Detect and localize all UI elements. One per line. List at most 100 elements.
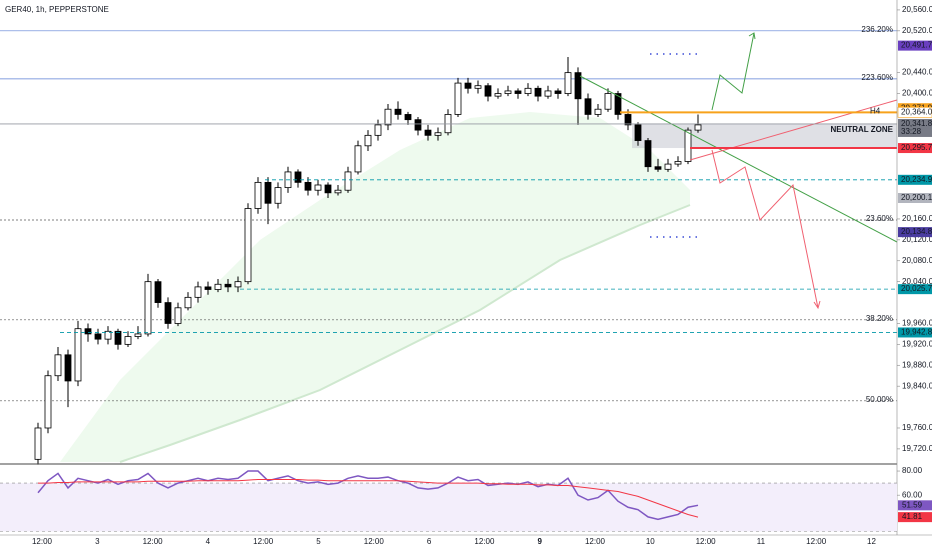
- x-tick-label: 12:00: [143, 537, 164, 546]
- candle-body: [434, 132, 442, 136]
- zone-label: NEUTRAL ZONE: [830, 125, 893, 134]
- candle-body: [664, 163, 672, 170]
- candle-body: [624, 114, 632, 126]
- candle-body: [374, 124, 382, 136]
- price-badge: [898, 284, 932, 295]
- candle-body: [474, 85, 482, 89]
- fib-label: 23.60%: [866, 214, 893, 223]
- price-badge-label: 20,491.7: [901, 41, 932, 50]
- price-badge: [898, 118, 932, 137]
- rsi-badge: [898, 500, 932, 511]
- candle-body: [314, 184, 322, 191]
- price-badge-label: 20,134.8: [901, 227, 932, 236]
- candle-body: [514, 90, 522, 94]
- price-badge: [898, 174, 932, 185]
- rsi-badge-label: 41.81: [902, 512, 923, 521]
- fib-label: 50.00%: [866, 395, 893, 404]
- y-tick-label: 19,920.0: [902, 339, 932, 348]
- candle-body: [204, 286, 212, 290]
- y-tick-label: 19,840.0: [902, 381, 932, 390]
- drawings: [60, 112, 691, 463]
- overlay: NEUTRAL ZONE H4: [0, 32, 898, 333]
- y-tick-label: 19,880.0: [902, 360, 932, 369]
- candle-body: [584, 98, 592, 115]
- candle-body: [154, 281, 162, 303]
- candle-body: [574, 72, 582, 100]
- candle-body: [214, 283, 222, 290]
- arrow-head: [813, 300, 821, 310]
- candle-body: [464, 82, 472, 89]
- rsi-tick-label: 60.00: [902, 490, 923, 499]
- price-badge: [898, 40, 932, 51]
- y-tick-label: 20,440.0: [902, 68, 932, 77]
- candle-body: [524, 87, 532, 94]
- candle-body: [34, 427, 42, 460]
- candle-body: [594, 108, 602, 115]
- y-tick-label: 19,760.0: [902, 423, 932, 432]
- candle-body: [54, 354, 62, 377]
- candle-body: [604, 93, 612, 110]
- candle-body: [294, 171, 302, 183]
- price-badge-label: 20,341.8: [901, 119, 932, 128]
- x-tick-label: 11: [757, 537, 766, 546]
- rsi-badge: [898, 512, 932, 523]
- candle-body: [364, 134, 372, 147]
- price-badge: [898, 193, 932, 204]
- candle-body: [244, 208, 252, 283]
- candle-body: [414, 119, 422, 131]
- candle-body: [654, 166, 662, 170]
- candle-body: [124, 336, 132, 345]
- x-tick-label: 9: [537, 537, 542, 546]
- projection-up: [711, 32, 755, 111]
- candle-body: [394, 108, 402, 115]
- x-tick-label: 12: [867, 537, 876, 546]
- candle-body: [234, 281, 242, 288]
- candle-body: [384, 108, 392, 126]
- price-badge: [898, 327, 932, 338]
- price-badge-label: 20,295.7: [901, 143, 932, 152]
- candle-body: [304, 181, 312, 191]
- candle-body: [424, 129, 432, 136]
- x-tick-label: 10: [646, 537, 655, 546]
- candle-body: [694, 124, 702, 131]
- price-badge-label: 20,364.0: [901, 107, 932, 116]
- price-badge: [898, 143, 932, 154]
- y-tick-label: 19,720.0: [902, 444, 932, 453]
- candle-body: [564, 72, 572, 94]
- x-tick-label: 12:00: [585, 537, 606, 546]
- x-tick-label: 5: [316, 537, 321, 546]
- trendline: [579, 75, 898, 243]
- y-tick-label: 20,080.0: [902, 256, 932, 265]
- chart-title: GER40, 1h, PEPPERSTONE: [5, 5, 109, 14]
- y-tick-label: 20,120.0: [902, 235, 932, 244]
- x-tick-label: 12:00: [806, 537, 827, 546]
- candle-body: [644, 140, 652, 168]
- price-badge-label: 19,942.8: [901, 328, 932, 337]
- y-tick-label: 20,400.0: [902, 89, 932, 98]
- candle-body: [344, 171, 352, 191]
- candle-body: [224, 283, 232, 288]
- x-tick-label: 12:00: [364, 537, 385, 546]
- fib-label: 223.60%: [861, 73, 893, 82]
- candle-body: [104, 330, 112, 340]
- candle-body: [134, 333, 142, 337]
- candle-body: [614, 93, 622, 115]
- candle-body: [554, 90, 562, 94]
- rsi-badge-label: 51.59: [902, 500, 923, 509]
- x-tick-label: 3: [95, 537, 100, 546]
- candle-body: [44, 375, 52, 429]
- candle-body: [74, 328, 82, 382]
- candle-body: [184, 296, 192, 309]
- price-badge-label: 20,200.1: [901, 193, 932, 202]
- candle-body: [174, 307, 182, 324]
- rsi-line: [38, 478, 699, 518]
- y-tick-label: 19,960.0: [902, 319, 932, 328]
- price-badge-sublabel: 33:28: [901, 127, 922, 136]
- candle-body: [494, 93, 502, 97]
- candle-body: [164, 302, 172, 324]
- candle-body: [354, 145, 362, 173]
- candle-body: [94, 333, 102, 340]
- neutral-zone: [632, 123, 897, 149]
- candle-body: [504, 90, 512, 94]
